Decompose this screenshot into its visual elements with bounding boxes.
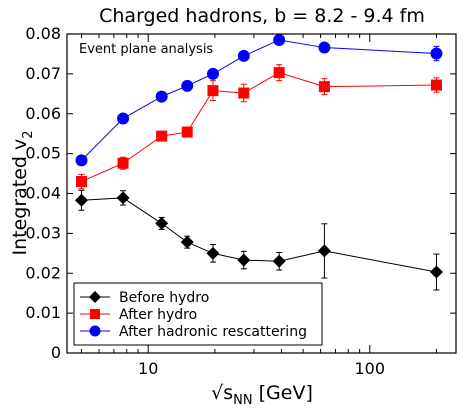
data-point-after-hydro	[318, 81, 330, 93]
x-axis-label-sub: NN	[233, 393, 252, 408]
data-point-before-hydro	[429, 265, 443, 279]
data-point-after-hadronic-rescattering	[430, 47, 443, 60]
x-tick-label: 10	[138, 359, 158, 378]
y-axis-label-main: Integrated v	[9, 139, 31, 256]
legend-label-after-hydro: After hydro	[119, 307, 197, 323]
y-tick-label: 0.02	[25, 263, 61, 282]
data-point-after-hadronic-rescattering	[318, 41, 331, 54]
data-point-after-hadronic-rescattering	[273, 33, 286, 46]
y-tick-label: 0.08	[25, 24, 61, 43]
data-point-after-hadronic-rescattering	[181, 79, 194, 92]
y-tick-label: 0.01	[25, 303, 61, 322]
annotation-text: Event plane analysis	[79, 42, 213, 57]
series-layer	[75, 33, 443, 291]
chart-title: Charged hadrons, b = 8.2 - 9.4 fm	[99, 5, 425, 27]
data-point-after-hadronic-rescattering	[117, 112, 130, 125]
data-point-after-hydro	[430, 79, 442, 91]
data-point-after-hadronic-rescattering	[75, 154, 88, 167]
data-point-after-hydro	[76, 176, 88, 188]
legend-marker-before-hydro	[89, 291, 101, 303]
y-axis-label: Integrated v2	[9, 130, 36, 255]
plot-frame	[66, 33, 457, 354]
data-point-before-hydro	[180, 235, 194, 249]
legend-marker-after-hydro	[90, 309, 100, 319]
series-line-after-hadronic-rescattering	[81, 39, 437, 161]
x-tick-label: 100	[355, 359, 386, 378]
legend-box	[73, 282, 323, 346]
data-point-before-hydro	[155, 216, 169, 230]
data-point-after-hydro	[117, 157, 129, 169]
data-point-after-hydro	[238, 87, 250, 99]
y-tick-label: 0.07	[25, 64, 61, 83]
legend-label-before-hydro: Before hydro	[119, 290, 209, 306]
legend-marker-after-rescattering	[89, 325, 101, 337]
data-point-before-hydro	[75, 193, 89, 207]
x-axis-label: √sNN [GeV]	[211, 382, 313, 408]
data-point-before-hydro	[317, 244, 331, 258]
y-axis-label-sub: 2	[21, 130, 36, 138]
tick-layer: 0 0.01 0.02 0.03 0.04 0.05 0.06 0.07 0.08 10 100	[25, 24, 456, 378]
y-tick-label: 0.03	[25, 223, 61, 242]
series-line-after-hydro	[81, 72, 437, 182]
y-tick-label: 0.06	[25, 104, 61, 123]
data-point-after-hadronic-rescattering	[206, 67, 219, 80]
data-point-after-hydro	[273, 67, 285, 79]
data-point-after-hydro	[207, 85, 219, 97]
x-axis-label-prefix: √s	[211, 382, 233, 404]
data-point-after-hydro	[181, 126, 193, 138]
y-tick-label: 0	[51, 343, 61, 362]
x-axis-label-suffix: [GeV]	[253, 382, 313, 404]
series-line-before-hydro	[81, 197, 437, 273]
data-point-after-hadronic-rescattering	[237, 49, 250, 62]
y-tick-label: 0.04	[25, 184, 61, 203]
data-point-before-hydro	[206, 246, 220, 260]
data-point-after-hydro	[156, 130, 168, 142]
legend-label-after-rescattering: After hadronic rescattering	[119, 324, 307, 340]
data-point-before-hydro	[237, 253, 251, 267]
y-tick-label: 0.05	[25, 144, 61, 163]
legend: Before hydro After hydro After hadronic …	[73, 282, 323, 346]
data-point-before-hydro	[272, 254, 286, 268]
data-point-after-hadronic-rescattering	[155, 90, 168, 103]
data-point-before-hydro	[116, 191, 130, 205]
